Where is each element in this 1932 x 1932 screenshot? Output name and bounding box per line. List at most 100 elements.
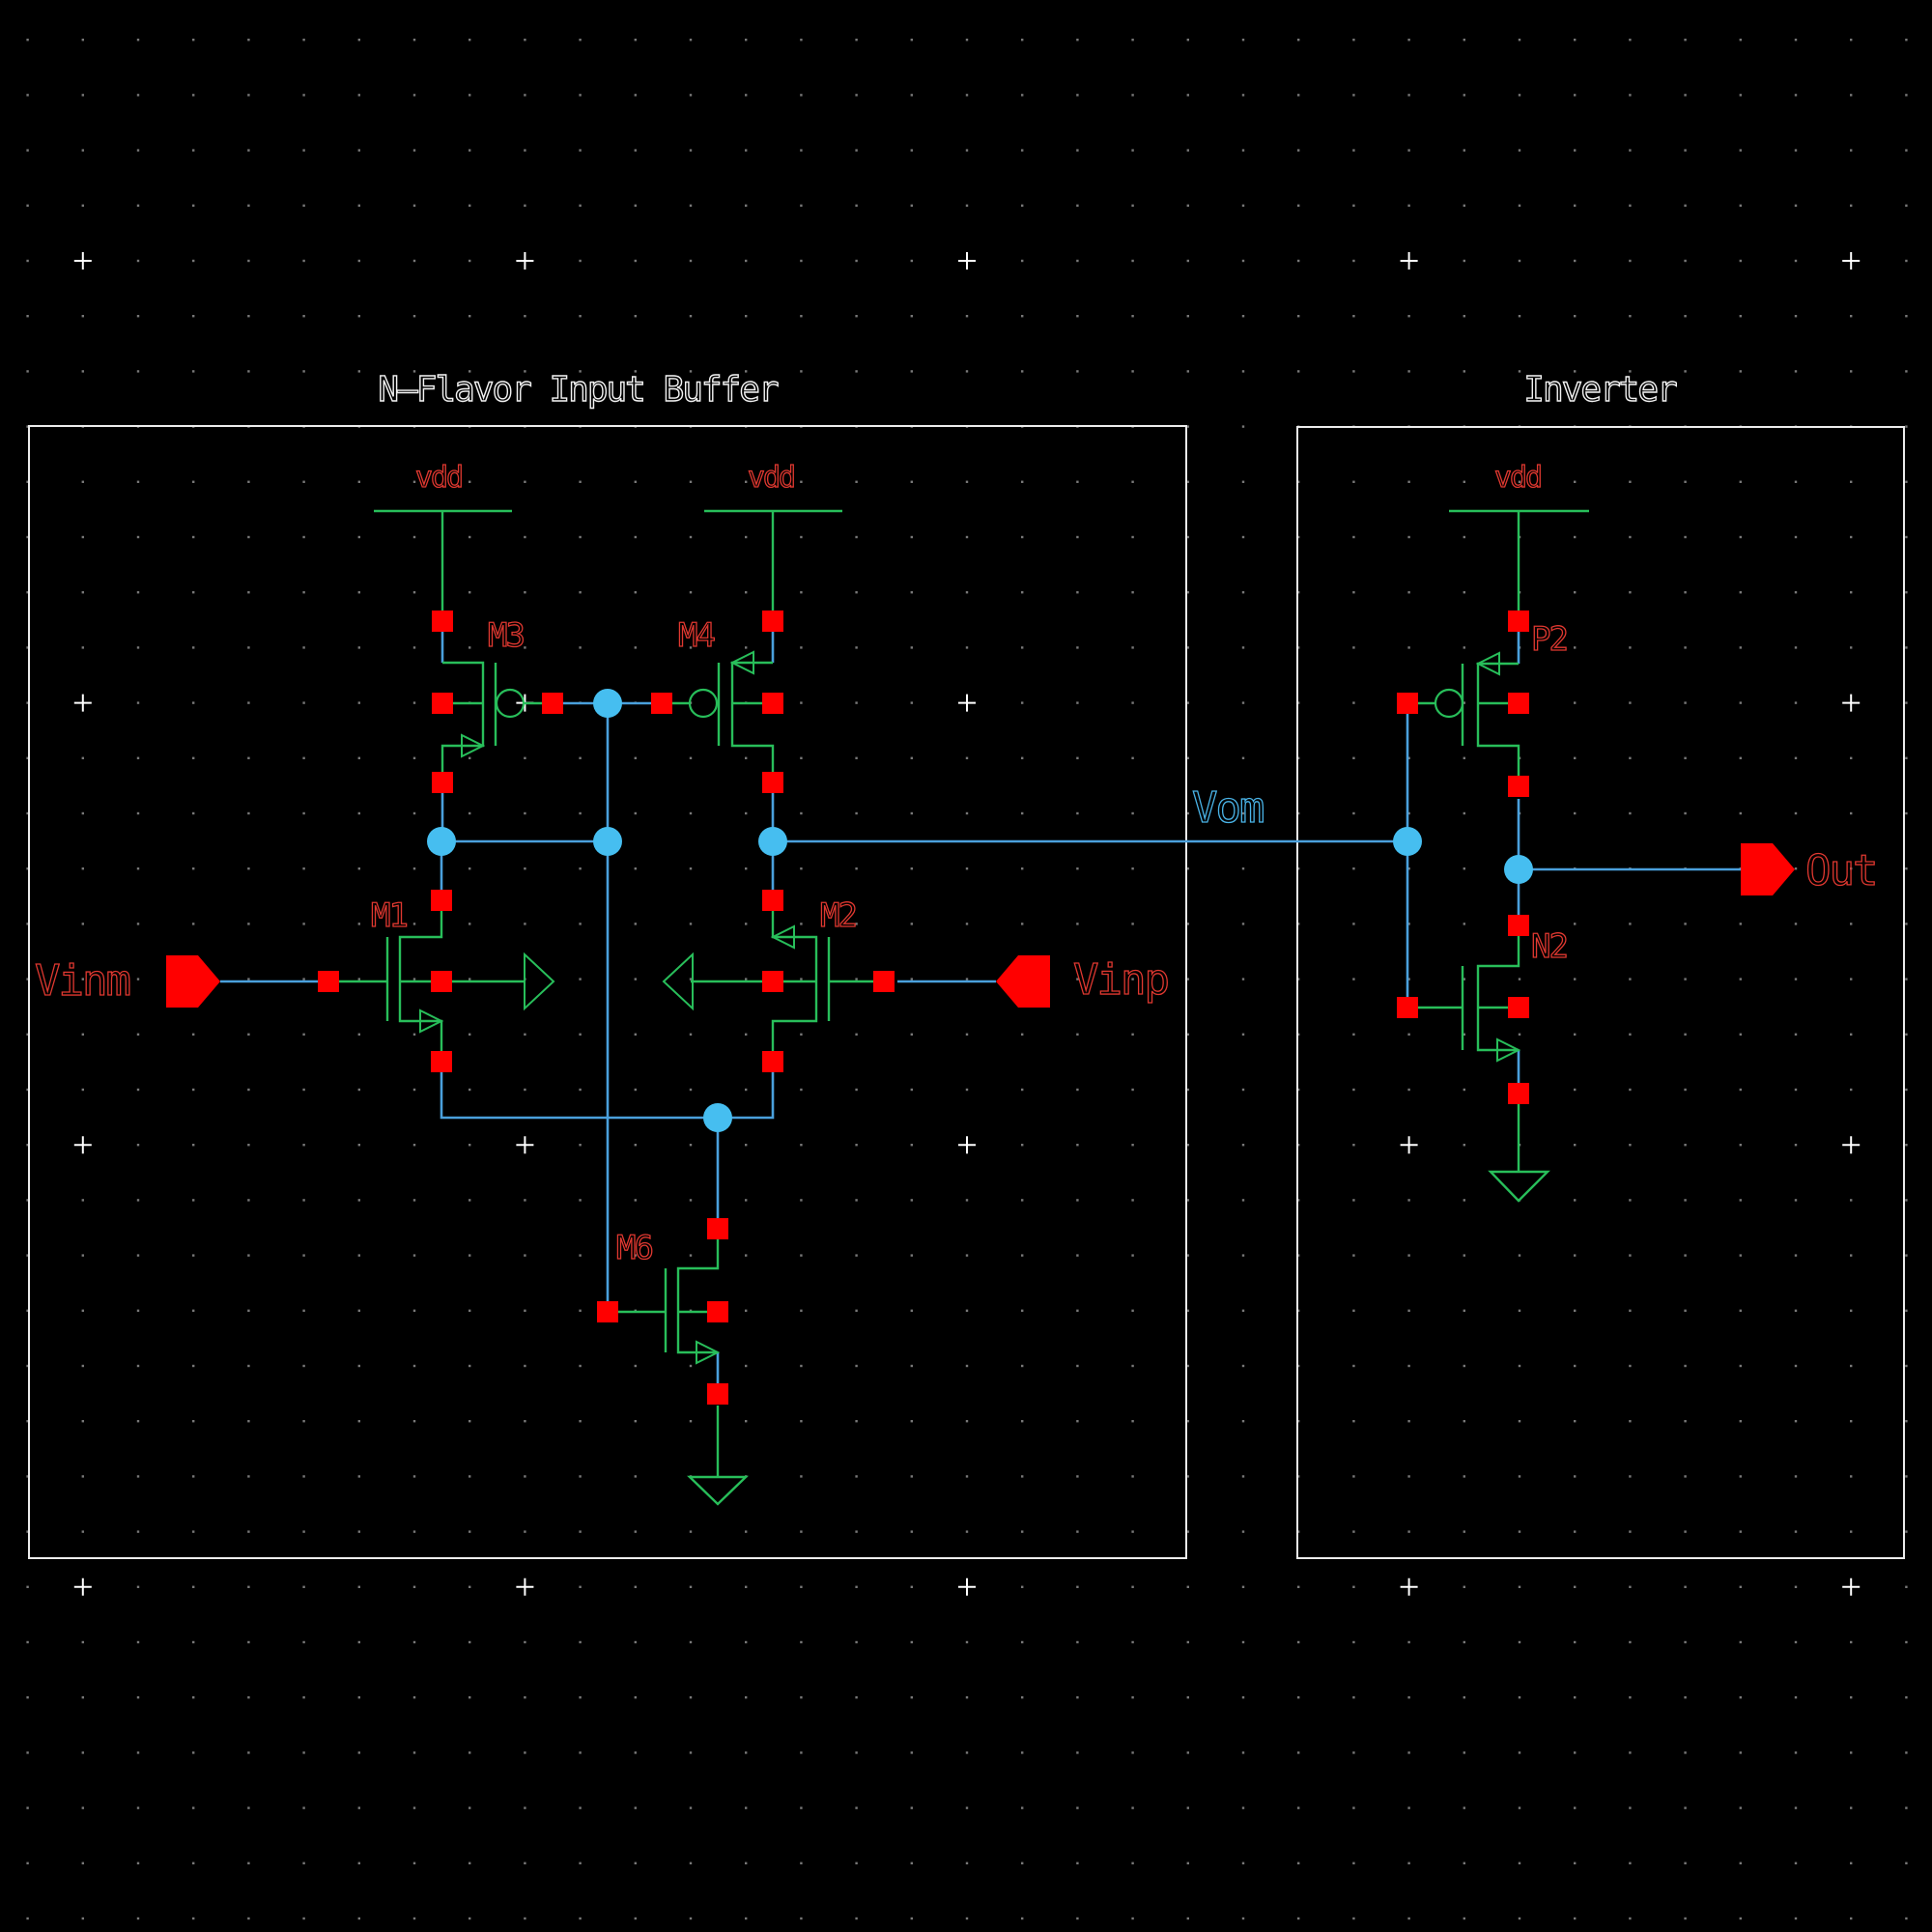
terminal-pin-square[interactable] — [707, 1383, 728, 1405]
vdd-rail-m4[interactable] — [704, 509, 842, 611]
grid-dot — [1186, 978, 1189, 980]
net-wires[interactable] — [220, 632, 1741, 1383]
terminal-pin-square[interactable] — [431, 890, 452, 911]
net-vdd-source-stubs[interactable] — [440, 632, 1520, 664]
terminal-pin-square[interactable] — [1397, 997, 1418, 1018]
mos-legs[interactable] — [691, 911, 873, 1051]
net-junction-dot[interactable] — [1504, 855, 1533, 884]
grid-dot — [26, 978, 29, 980]
terminal-pin-square[interactable] — [651, 693, 672, 714]
transistor-m4[interactable] — [672, 650, 775, 772]
grid-dot — [1186, 1254, 1189, 1257]
net-junction-dot[interactable] — [593, 689, 622, 718]
terminal-pin-square[interactable] — [762, 890, 783, 911]
terminal-pin-square[interactable] — [1508, 693, 1529, 714]
vdd-rails[interactable] — [374, 509, 1589, 611]
grid-dot — [302, 923, 305, 925]
vdd-rail-p2[interactable] — [1449, 509, 1589, 611]
port-pin-vinp[interactable] — [996, 955, 1050, 1008]
grid-dot — [1574, 756, 1577, 759]
grid-dot — [1076, 259, 1079, 263]
grid-dot — [1629, 480, 1632, 483]
grid-dot — [1131, 480, 1134, 483]
net-mirror-gate[interactable] — [440, 701, 651, 1301]
terminal-pin-squares[interactable] — [318, 611, 1529, 1405]
grid-dot — [81, 1309, 84, 1312]
terminal-pin-square[interactable] — [1508, 776, 1529, 797]
transistor-m3[interactable] — [440, 661, 542, 772]
grid-dot — [1297, 701, 1300, 704]
terminal-pin-square[interactable] — [432, 611, 453, 632]
grid-dot — [1629, 535, 1632, 539]
mos-legs[interactable] — [1418, 662, 1520, 776]
grid-dot — [800, 259, 803, 263]
net-junction-dot[interactable] — [427, 827, 456, 856]
grid-dot — [1850, 535, 1853, 539]
terminal-pin-square[interactable] — [431, 1051, 452, 1072]
grid-dot — [745, 1309, 748, 1312]
mos-legs[interactable] — [672, 661, 775, 772]
inverter-boundary-box[interactable] — [1296, 426, 1905, 1559]
net-tail-wire[interactable] — [440, 1072, 775, 1218]
terminal-pin-square[interactable] — [597, 1301, 618, 1322]
transistor-m6[interactable] — [618, 1239, 749, 1506]
net-junction-dot[interactable] — [703, 1103, 732, 1132]
input-buffer-boundary-box[interactable] — [28, 425, 1187, 1559]
terminal-pin-square[interactable] — [1508, 997, 1529, 1018]
grid-dot — [1352, 811, 1355, 815]
terminal-pin-square[interactable] — [1397, 693, 1418, 714]
transistor-n2[interactable] — [1418, 936, 1550, 1203]
terminal-pin-square[interactable] — [1508, 1083, 1529, 1104]
net-junction-dot[interactable] — [758, 827, 787, 856]
terminal-pin-square[interactable] — [1508, 611, 1529, 632]
mos-legs[interactable] — [618, 1239, 720, 1354]
grid-dot — [1297, 1585, 1300, 1588]
grid-dot — [302, 1033, 305, 1036]
transistor-m2[interactable] — [662, 911, 873, 1051]
grid-dot — [1629, 1696, 1632, 1699]
port-pin-vinm[interactable] — [166, 955, 220, 1008]
grid-dot — [357, 701, 360, 704]
terminal-pin-square[interactable] — [873, 971, 895, 992]
transistor-p2[interactable] — [1418, 651, 1520, 776]
terminal-pin-square[interactable] — [431, 971, 452, 992]
grid-dot — [1905, 1309, 1908, 1312]
grid-dot — [689, 480, 693, 483]
terminal-pin-square[interactable] — [1508, 915, 1529, 936]
grid-dot — [1021, 94, 1024, 97]
grid-dot — [579, 1917, 582, 1920]
grid-dot — [412, 315, 416, 318]
terminal-pin-square[interactable] — [762, 693, 783, 714]
grid-dot — [26, 94, 29, 97]
terminal-pin-square[interactable] — [542, 693, 563, 714]
transistor-m1[interactable] — [339, 911, 555, 1051]
net-junction-dot[interactable] — [593, 827, 622, 856]
terminal-pin-square[interactable] — [762, 1051, 783, 1072]
terminal-pin-square[interactable] — [432, 772, 453, 793]
terminal-pin-square[interactable] — [707, 1218, 728, 1239]
net-junction-dots[interactable] — [427, 689, 1533, 1132]
mos-legs[interactable] — [339, 911, 525, 1051]
terminal-pin-square[interactable] — [707, 1301, 728, 1322]
grid-dot — [412, 1861, 416, 1864]
terminal-pin-square[interactable] — [762, 971, 783, 992]
grid-dot — [965, 1640, 969, 1644]
vdd-rail-m3[interactable] — [374, 509, 512, 611]
mos-legs[interactable] — [1418, 936, 1520, 1052]
terminal-pin-square[interactable] — [762, 611, 783, 632]
terminal-pin-square[interactable] — [432, 693, 453, 714]
grid-dot — [357, 480, 360, 483]
grid-plus-marker — [73, 1136, 92, 1154]
grid-dot — [1352, 39, 1355, 42]
terminal-pin-square[interactable] — [762, 772, 783, 793]
grid-dot — [1518, 39, 1521, 42]
net-junction-dot[interactable] — [1393, 827, 1422, 856]
grid-dot — [192, 1364, 195, 1368]
terminal-pin-square[interactable] — [318, 971, 339, 992]
grid-dot — [469, 591, 471, 594]
port-pin-out[interactable] — [1741, 843, 1795, 895]
net-vom-wire[interactable] — [771, 714, 1409, 997]
